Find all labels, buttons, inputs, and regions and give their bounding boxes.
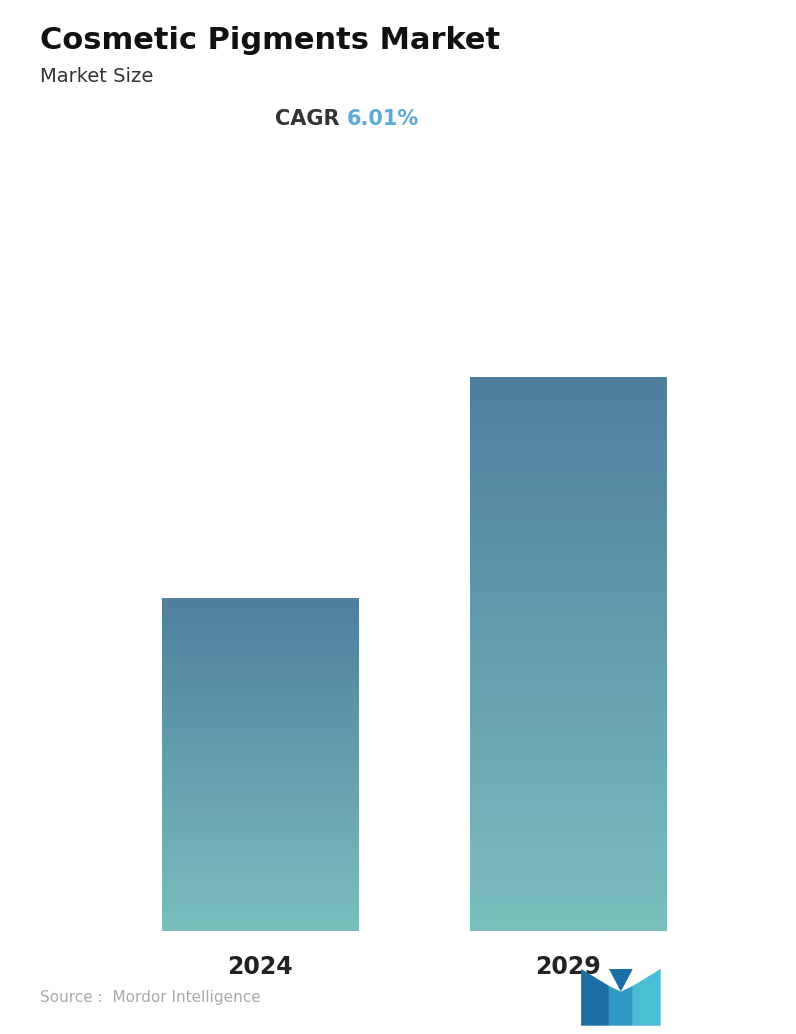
Text: Source :  Mordor Intelligence: Source : Mordor Intelligence [40, 990, 260, 1005]
Polygon shape [581, 969, 609, 1026]
Polygon shape [609, 969, 633, 992]
Text: 6.01%: 6.01% [346, 109, 419, 128]
Text: CAGR: CAGR [275, 109, 346, 128]
Text: Market Size: Market Size [40, 67, 153, 86]
Polygon shape [633, 969, 661, 1026]
Polygon shape [609, 986, 633, 1026]
Text: Cosmetic Pigments Market: Cosmetic Pigments Market [40, 26, 500, 55]
